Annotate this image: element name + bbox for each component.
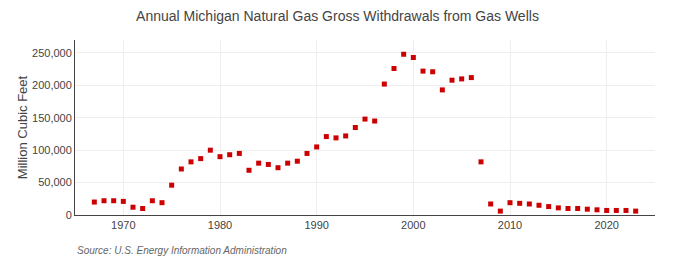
svg-text:200,000: 200,000: [32, 79, 72, 91]
svg-text:2000: 2000: [401, 219, 425, 231]
svg-text:Source: U.S. Energy Informatio: Source: U.S. Energy Information Administ…: [77, 245, 287, 256]
svg-text:Annual Michigan Natural Gas Gr: Annual Michigan Natural Gas Gross Withdr…: [136, 8, 539, 24]
svg-text:50,000: 50,000: [38, 176, 72, 188]
svg-text:150,000: 150,000: [32, 112, 72, 124]
svg-text:Million Cubic Feet: Million Cubic Feet: [15, 75, 30, 179]
svg-text:1990: 1990: [304, 219, 328, 231]
svg-text:2020: 2020: [594, 219, 618, 231]
svg-text:1970: 1970: [111, 219, 135, 231]
svg-text:1980: 1980: [208, 219, 232, 231]
svg-text:2010: 2010: [498, 219, 522, 231]
svg-text:250,000: 250,000: [32, 47, 72, 59]
svg-text:100,000: 100,000: [32, 144, 72, 156]
svg-text:0: 0: [66, 209, 72, 221]
